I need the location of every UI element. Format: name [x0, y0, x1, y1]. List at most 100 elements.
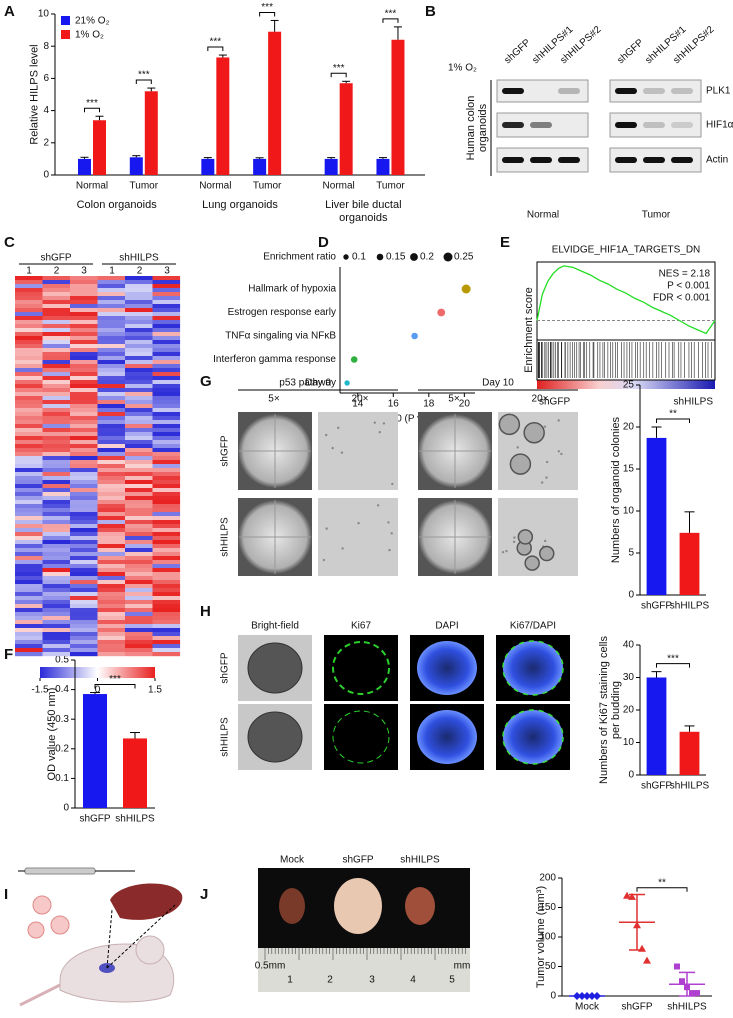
heatmap-cell	[152, 652, 181, 657]
y-axis-label: Numbers of Ki67 staining cells per buddi…	[597, 636, 623, 784]
y-tick-label: 200	[539, 873, 556, 884]
heatmap-cell	[15, 416, 43, 421]
sample-label: Mock	[280, 855, 305, 866]
legend-dot	[410, 253, 418, 261]
heatmap-cell	[152, 296, 181, 301]
ruler-label: 0.5mm	[255, 961, 286, 972]
heatmap-cell	[15, 652, 43, 657]
heatmap-cell	[125, 568, 153, 573]
heatmap-cell	[97, 380, 126, 385]
chart-title: ELVIDGE_HIF1A_TARGETS_DN	[552, 245, 701, 256]
heatmap-cell	[70, 396, 98, 401]
heatmap-cell	[15, 308, 43, 313]
significance-label: **	[658, 877, 666, 888]
heatmap-cell	[70, 648, 98, 653]
heatmap-cell	[125, 408, 153, 413]
heatmap-cell	[15, 292, 43, 297]
heatmap-cell	[42, 408, 71, 413]
x-tick-label: shHILPS	[667, 1002, 707, 1013]
particle	[544, 539, 547, 543]
heatmap-cell	[70, 600, 98, 605]
heatmap-cell	[70, 364, 98, 369]
heatmap-cell	[125, 292, 153, 297]
blot-band	[671, 122, 693, 128]
x-tick-label: shGFP	[641, 781, 672, 792]
heatmap-cell	[15, 452, 43, 457]
y-tick-label: 40	[623, 640, 635, 651]
heatmap-cell	[97, 392, 126, 397]
heatmap-cell	[15, 592, 43, 597]
heatmap-cell	[125, 484, 153, 489]
heatmap-cell	[97, 276, 126, 281]
y-tick-label: 8	[43, 41, 49, 52]
heatmap-cell	[97, 548, 126, 553]
x-tick-label: Mock	[575, 1002, 600, 1013]
particle	[340, 451, 344, 454]
panel-label: J	[200, 886, 208, 903]
heatmap-cell	[15, 368, 43, 373]
data-point	[643, 956, 651, 964]
data-point	[674, 963, 680, 970]
heatmap-cell	[15, 624, 43, 629]
heatmap-cell	[15, 284, 43, 289]
heatmap-cell	[152, 540, 181, 545]
heatmap-cell	[97, 472, 126, 477]
y-tick-label: 0	[43, 170, 49, 181]
heatmap-cell	[125, 368, 153, 373]
condition-label: Tumor	[642, 210, 671, 221]
heatmap-cell	[42, 600, 71, 605]
heatmap-cell	[42, 520, 71, 525]
heatmap-cell	[97, 416, 126, 421]
heatmap-cell	[42, 648, 71, 653]
heatmap-cell	[70, 488, 98, 493]
heatmap-cell	[15, 464, 43, 469]
heatmap-cell	[152, 300, 181, 305]
heatmap-cell	[15, 640, 43, 645]
heatmap-cell	[15, 276, 43, 281]
heatmap-cell	[70, 328, 98, 333]
heatmap-cell	[15, 328, 43, 333]
heatmap-cell	[42, 368, 71, 373]
day-label: Day 10	[482, 378, 514, 389]
heatmap-cell	[97, 484, 126, 489]
heatmap-cell	[70, 320, 98, 325]
heatmap-cell	[125, 384, 153, 389]
heatmap-cell	[97, 648, 126, 653]
heatmap-cell	[125, 360, 153, 365]
heatmap-cell	[15, 576, 43, 581]
group-label: shGFP	[40, 253, 71, 264]
bar	[391, 39, 405, 176]
heatmap-cell	[152, 364, 181, 369]
y-tick-label: 100	[539, 932, 556, 943]
heatmap-cell	[152, 484, 181, 489]
organoid	[538, 545, 555, 562]
heatmap-cell	[125, 472, 153, 477]
heatmap-cell	[70, 492, 98, 497]
y-tick-label: 20	[623, 422, 635, 433]
heatmap-cell	[152, 348, 181, 353]
heatmap-cell	[15, 488, 43, 493]
bar	[268, 31, 282, 176]
heatmap-cell	[70, 640, 98, 645]
heatmap-cell	[42, 464, 71, 469]
group-label-box: Liver bile ductal organoids	[325, 199, 401, 224]
heatmap-cell	[15, 572, 43, 577]
heatmap-cell	[152, 388, 181, 393]
heatmap-cell	[97, 596, 126, 601]
heatmap-cell	[97, 280, 126, 285]
heatmap-cell	[15, 536, 43, 541]
y-axis-label: Numbers of organoid colonies	[610, 416, 623, 564]
heatmap-cell	[152, 320, 181, 325]
heatmap-cell	[125, 652, 153, 657]
y-tick-label: 15	[623, 464, 635, 475]
heatmap-cell	[15, 636, 43, 641]
nuclei	[417, 641, 477, 695]
heatmap-cell	[97, 324, 126, 329]
heatmap-cell	[70, 504, 98, 509]
heatmap-cell	[125, 604, 153, 609]
y-tick-label: 0.3	[55, 714, 69, 725]
x-tick-label: 1.5	[148, 685, 162, 696]
panel-label: B	[425, 3, 436, 20]
heatmap-cell	[70, 448, 98, 453]
